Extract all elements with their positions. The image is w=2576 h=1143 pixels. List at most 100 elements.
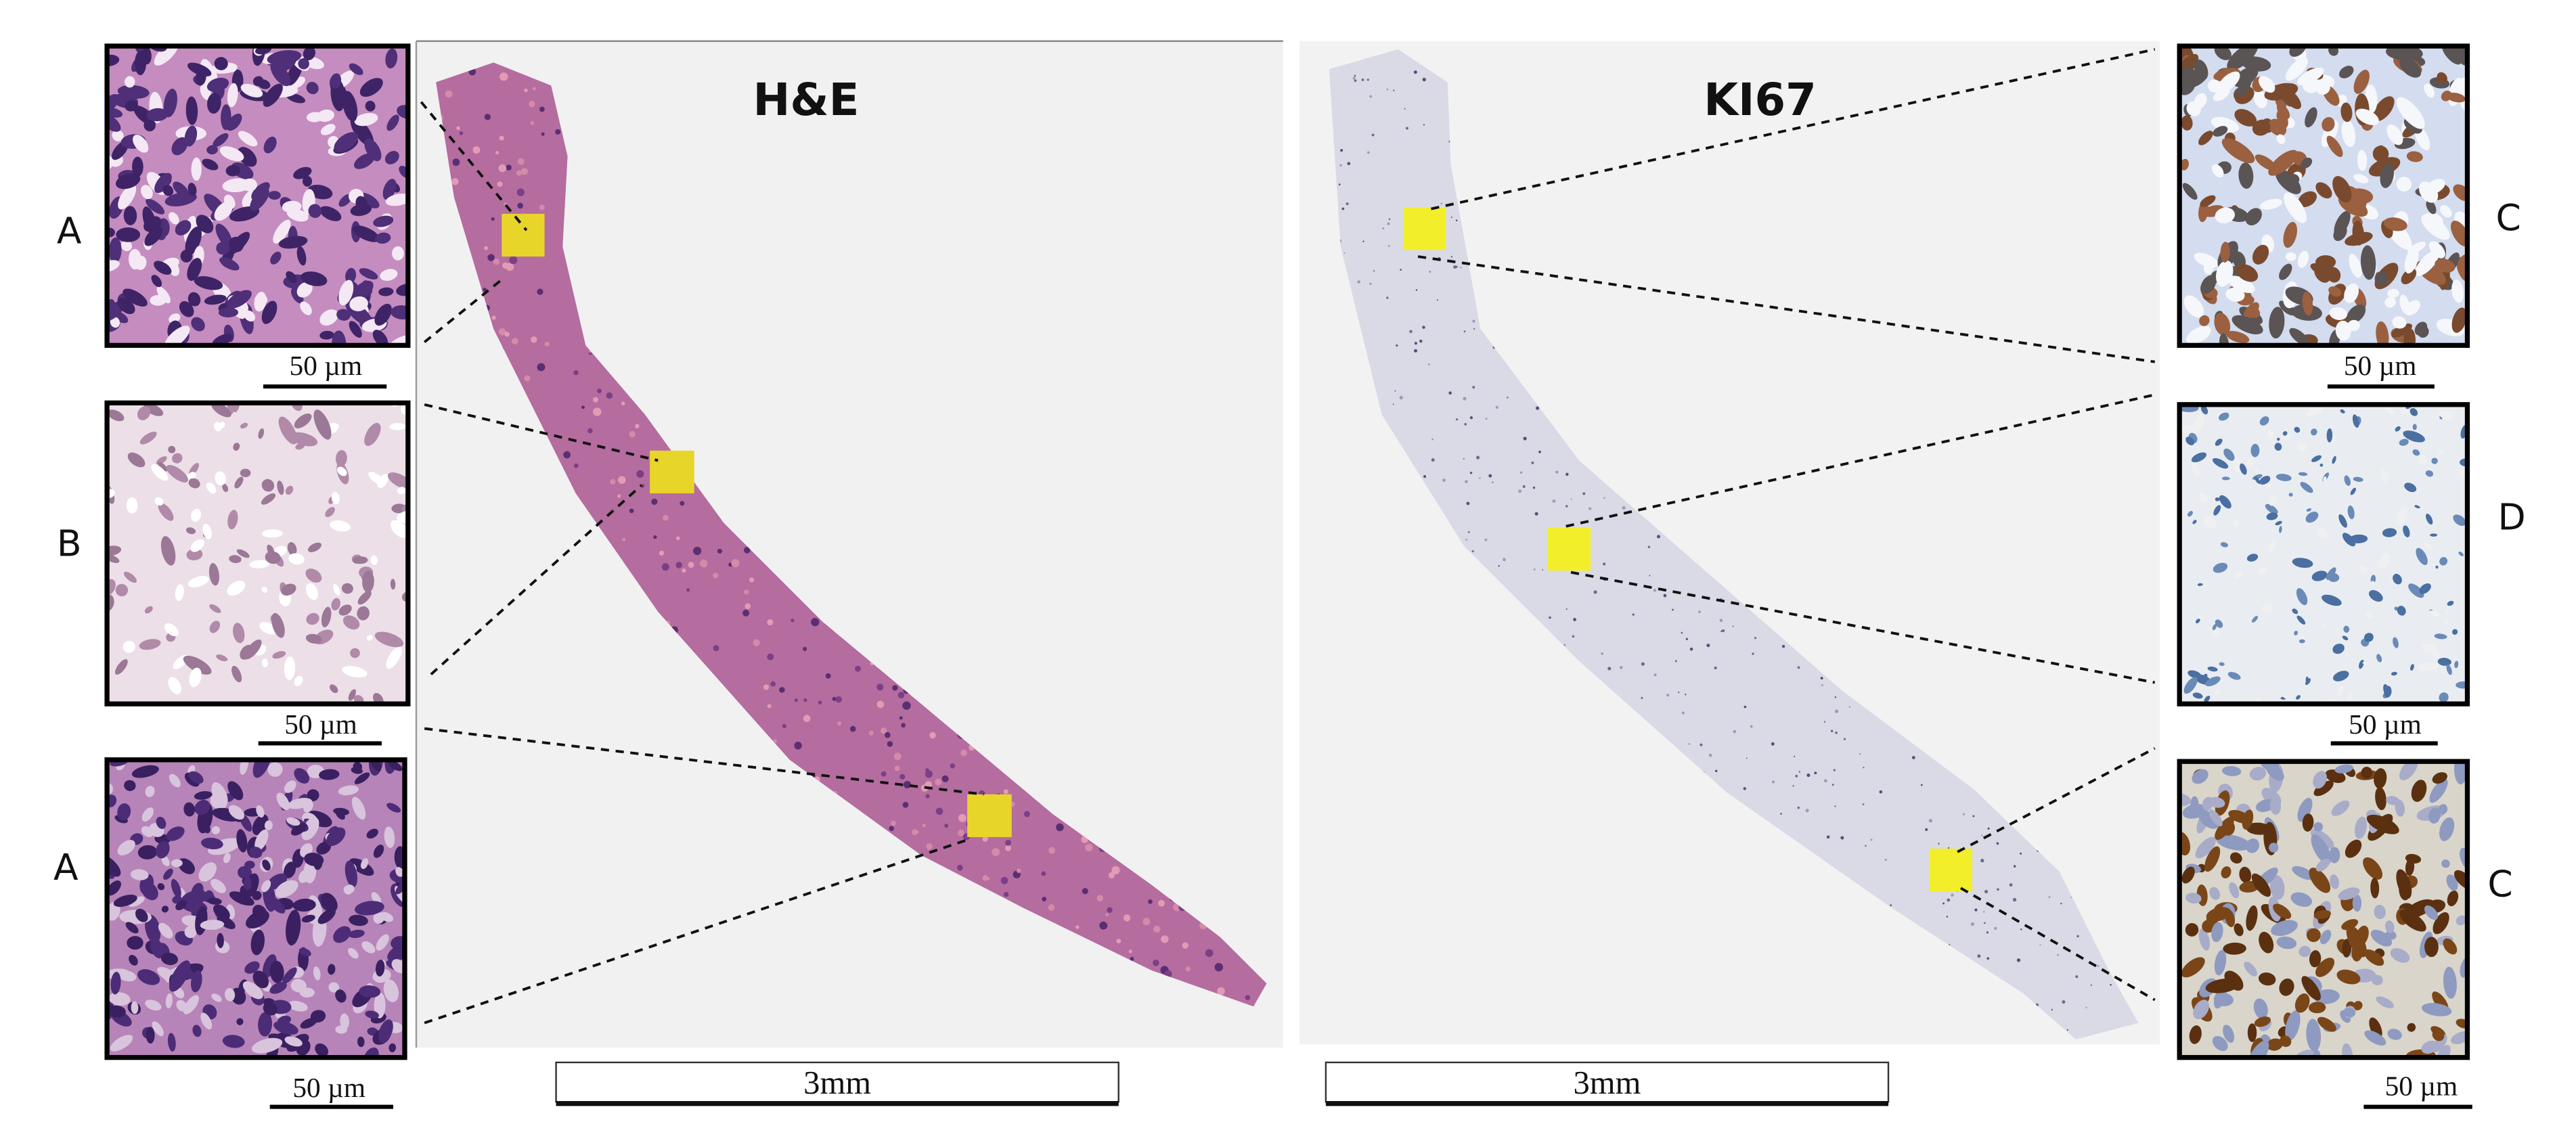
texture-dot <box>213 422 222 432</box>
texture-dot <box>1890 904 1892 907</box>
texture-dot <box>2289 328 2309 346</box>
texture-dot <box>2200 275 2217 294</box>
texture-dot <box>941 775 949 782</box>
texture-dot <box>2301 635 2305 640</box>
texture-dot <box>1733 730 1737 734</box>
texture-dot <box>380 269 398 281</box>
texture-dot <box>2358 564 2368 573</box>
texture-dot <box>2179 425 2200 434</box>
texture-dot <box>351 797 366 820</box>
texture-dot <box>2305 512 2319 523</box>
texture-dot <box>296 282 313 298</box>
texture-dot <box>2060 902 2062 905</box>
texture-dot <box>2446 665 2452 675</box>
texture-dot <box>298 947 311 957</box>
texture-dot <box>145 1000 162 1011</box>
texture-dot <box>2424 905 2439 920</box>
texture-dot <box>1105 913 1109 917</box>
texture-dot <box>1928 819 1933 823</box>
texture-dot <box>2221 866 2231 878</box>
texture-dot <box>281 583 296 596</box>
texture-dot <box>2188 670 2202 679</box>
texture-dot <box>1414 342 1417 345</box>
texture-dot <box>1835 709 1839 713</box>
texture-dot <box>2453 761 2468 785</box>
texture-dot <box>2282 173 2300 187</box>
texture-dot <box>1185 966 1191 972</box>
texture-dot <box>1681 711 1685 715</box>
texture-dot <box>1641 696 1643 699</box>
texture-dot <box>262 859 271 871</box>
texture-dot <box>191 317 205 332</box>
texture-dot <box>2372 96 2395 122</box>
texture-dot <box>361 941 376 954</box>
texture-dot <box>2285 1010 2301 1041</box>
texture-dot <box>362 570 374 593</box>
texture-dot <box>150 294 166 306</box>
texture-dot <box>1771 780 1775 784</box>
texture-dot <box>2391 323 2412 338</box>
texture-dot <box>524 375 531 382</box>
texture-dot <box>1698 610 1702 614</box>
texture-dot <box>1371 133 1375 137</box>
texture-dot <box>2297 797 2313 822</box>
texture-dot <box>1419 339 1423 343</box>
texture-dot <box>1863 766 1865 769</box>
texture-dot <box>2213 505 2221 516</box>
texture-dot <box>2299 639 2305 644</box>
texture-dot <box>144 226 163 246</box>
texture-dot <box>2426 200 2437 215</box>
texture-dot <box>305 633 322 644</box>
texture-dot <box>2344 283 2359 303</box>
texture-dot <box>222 1035 245 1048</box>
texture-dot <box>2206 907 2231 922</box>
texture-dot <box>2328 286 2342 297</box>
texture-dot <box>2344 529 2349 533</box>
texture-dot <box>854 665 861 672</box>
texture-dot <box>211 993 222 1002</box>
texture-dot <box>982 836 988 842</box>
texture-dot <box>1653 589 1657 592</box>
texture-dot <box>2192 692 2203 699</box>
texture-dot <box>2353 70 2370 94</box>
texture-dot <box>2200 405 2208 415</box>
texture-dot <box>779 687 785 693</box>
texture-dot <box>1674 660 1677 663</box>
texture-dot <box>2276 104 2290 119</box>
inset-label: D <box>2497 496 2525 539</box>
texture-dot <box>2315 182 2332 199</box>
texture-dot <box>2097 964 2100 967</box>
texture-dot <box>1823 721 1826 723</box>
texture-dot <box>2220 242 2230 263</box>
texture-dot <box>2265 503 2278 514</box>
texture-dot <box>1466 501 1470 506</box>
texture-dot <box>267 50 302 66</box>
texture-dot <box>303 46 315 61</box>
texture-dot <box>345 267 357 284</box>
texture-dot <box>242 981 263 1000</box>
texture-dot <box>2229 852 2242 864</box>
texture-dot <box>2445 609 2449 614</box>
texture-dot <box>2233 455 2242 474</box>
texture-dot <box>2225 287 2245 302</box>
texture-dot <box>2223 942 2246 955</box>
texture-dot <box>107 901 120 921</box>
texture-dot <box>290 288 304 304</box>
texture-dot <box>213 133 229 148</box>
texture-dot <box>2306 508 2312 512</box>
texture-dot <box>2211 922 2223 943</box>
texture-dot <box>196 215 214 233</box>
texture-dot <box>364 138 382 162</box>
texture-dot <box>2376 321 2389 346</box>
texture-dot <box>2269 797 2282 815</box>
texture-dot <box>2246 905 2258 931</box>
texture-dot <box>1142 918 1151 926</box>
texture-dot <box>1422 77 1426 82</box>
texture-dot <box>263 136 277 154</box>
texture-dot <box>2275 474 2292 482</box>
texture-dot <box>214 201 233 221</box>
texture-dot <box>2438 449 2444 454</box>
texture-dot <box>1463 457 1465 460</box>
texture-dot <box>2269 495 2277 506</box>
texture-dot <box>2322 623 2326 630</box>
